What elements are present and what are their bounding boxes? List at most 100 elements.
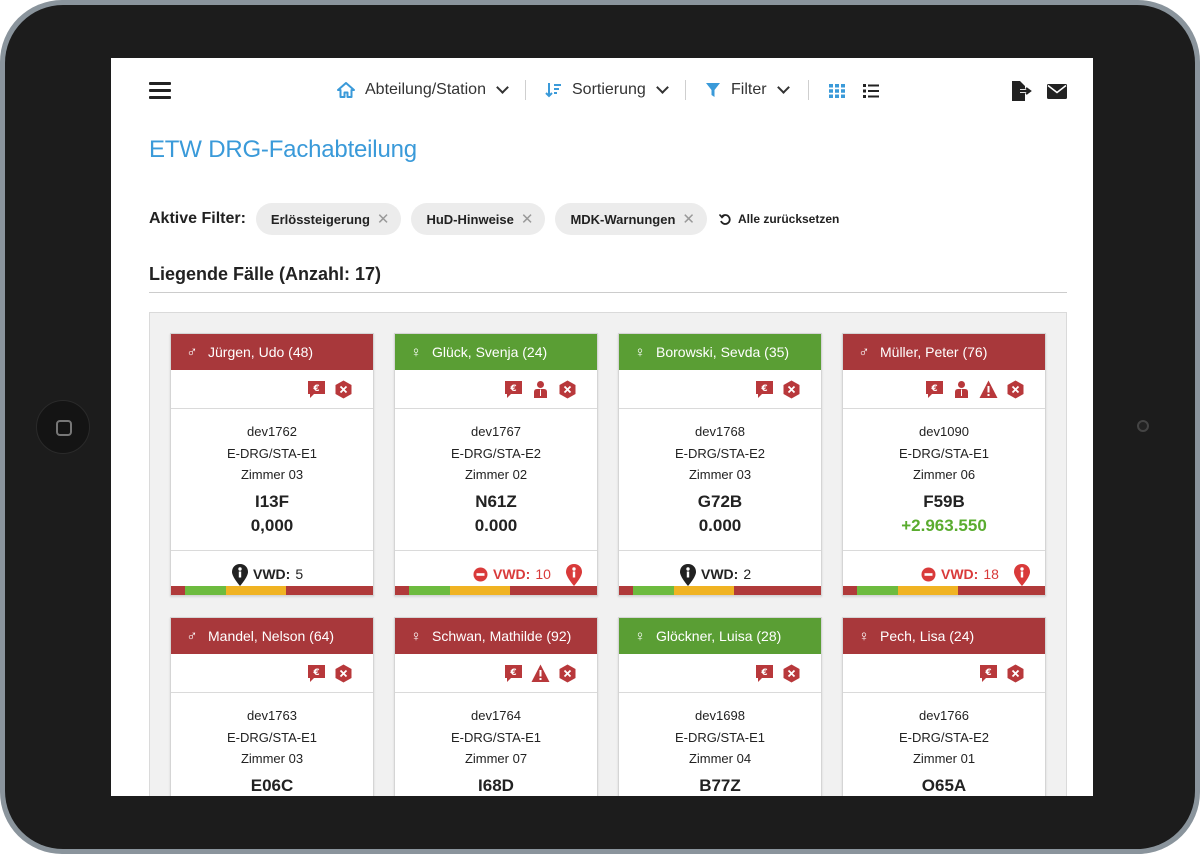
location-pin-icon [680, 564, 696, 586]
list-view-icon[interactable] [863, 84, 879, 98]
euro-comment-icon[interactable]: € [307, 664, 326, 683]
vwd-bar [171, 586, 373, 595]
case-id: dev1764 [471, 708, 521, 723]
hexagon-x-icon[interactable] [558, 664, 577, 683]
filter-chip[interactable]: MDK-Warnungen ✕ [555, 203, 707, 235]
filter-chip[interactable]: Erlössteigerung ✕ [255, 203, 402, 235]
euro-comment-icon[interactable]: € [504, 380, 523, 399]
revenue-value: +2.963.550 [901, 515, 987, 535]
case-card-icons: € [171, 654, 373, 693]
vwd-label: VWD: [253, 566, 291, 582]
euro-comment-icon[interactable]: € [979, 664, 998, 683]
sort-dropdown[interactable]: Sortierung [545, 78, 669, 102]
drg-code: G72B [697, 491, 743, 511]
euro-comment-icon[interactable]: € [925, 380, 944, 399]
divider [149, 292, 1067, 293]
hexagon-x-icon[interactable] [1006, 380, 1025, 399]
ward-label: E-DRG/STA-E2 [450, 445, 542, 461]
vwd-bar-segment [449, 586, 511, 595]
case-card[interactable]: ♀ Schwan, Mathilde (92) € dev1764 E-DRG/STA-… [394, 617, 598, 796]
filter-dropdown[interactable]: Filter [705, 78, 790, 102]
euro-comment-icon[interactable]: € [755, 664, 774, 683]
revenue-value: 0,000 [250, 515, 294, 535]
vwd-value: 2 [743, 566, 752, 582]
department-label: Abteilung/Station [365, 81, 486, 98]
patient-name: Borowski, Sevda (35) [656, 344, 790, 360]
filter-chip[interactable]: HuD-Hinweise ✕ [411, 203, 546, 235]
hexagon-x-icon[interactable] [334, 664, 353, 683]
vwd-label: VWD: [493, 566, 531, 582]
case-card-header: ♂ Jürgen, Udo (48) [171, 334, 373, 370]
case-card[interactable]: ♂ Mandel, Nelson (64) € dev1763 E-DRG/STA-E1… [170, 617, 374, 796]
svg-text:€: € [509, 668, 516, 678]
close-icon[interactable]: ✕ [376, 211, 390, 228]
room-label: Zimmer 02 [464, 467, 528, 482]
no-entry-icon [921, 567, 941, 582]
reset-filters-button[interactable]: Alle zurücksetzen [718, 212, 839, 226]
menu-icon[interactable] [149, 82, 171, 100]
person-icon[interactable] [952, 380, 971, 399]
case-card[interactable]: ♂ Jürgen, Udo (48) € dev1762 E-DRG/STA-E1 Zim… [170, 333, 374, 596]
ward-label: E-DRG/STA-E2 [898, 729, 990, 745]
warning-icon[interactable] [979, 380, 998, 399]
case-card[interactable]: ♀ Glöckner, Luisa (28) € dev1698 E-DRG/STA-E… [618, 617, 822, 796]
close-icon[interactable]: ✕ [682, 211, 695, 228]
euro-comment-icon[interactable]: € [755, 380, 774, 399]
patient-name: Glück, Svenja (24) [432, 344, 548, 360]
svg-text:€: € [312, 384, 319, 394]
hexagon-x-icon[interactable] [782, 664, 801, 683]
department-dropdown[interactable]: Abteilung/Station [337, 78, 509, 102]
close-icon[interactable]: ✕ [520, 211, 534, 228]
vwd-bar-segment [843, 586, 858, 595]
female-icon: ♀ [634, 343, 646, 361]
filter-chip-label: MDK-Warnungen [570, 211, 676, 227]
case-card[interactable]: ♀ Borowski, Sevda (35) € dev1768 E-DRG/STA-E… [618, 333, 822, 596]
female-icon: ♀ [410, 627, 422, 645]
case-card-body: dev1764 E-DRG/STA-E1 Zimmer 07 I68D [395, 693, 597, 796]
export-icon[interactable] [1010, 80, 1032, 102]
vwd-bar-segment [409, 586, 450, 595]
person-icon[interactable] [531, 380, 550, 399]
case-card-footer: VWD: 5 [171, 550, 373, 595]
case-card-icons: € [843, 370, 1045, 409]
drg-code: N61Z [475, 491, 517, 511]
hexagon-x-icon[interactable] [1006, 664, 1025, 683]
case-card[interactable]: ♂ Müller, Peter (76) € dev1090 E-DRG/STA-E1 Z… [842, 333, 1046, 596]
top-toolbar: Abteilung/Station Sortierung Filter [111, 58, 1093, 122]
svg-text:€: € [509, 384, 516, 394]
ward-label: E-DRG/STA-E1 [898, 445, 990, 461]
home-button[interactable] [36, 400, 90, 454]
patient-name: Mandel, Nelson (64) [208, 628, 335, 644]
no-entry-icon [473, 567, 493, 582]
warning-icon[interactable] [531, 664, 550, 683]
vwd-bar-segment [171, 586, 186, 595]
patient-name: Müller, Peter (76) [880, 344, 988, 360]
patient-name: Glöckner, Luisa (28) [656, 628, 782, 644]
camera [1137, 420, 1149, 432]
mail-icon[interactable] [1047, 84, 1067, 99]
case-card[interactable]: ♀ Glück, Svenja (24) € dev1767 E-DRG/STA-E2 Z… [394, 333, 598, 596]
case-card-header: ♀ Schwan, Mathilde (92) [395, 618, 597, 654]
vwd-bar-segment [958, 586, 1045, 595]
case-card-icons: € [619, 654, 821, 693]
svg-text:€: € [760, 384, 767, 394]
svg-text:€: € [930, 384, 937, 394]
case-card[interactable]: ♀ Pech, Lisa (24) € dev1766 E-DRG/STA-E2 Zimm… [842, 617, 1046, 796]
grid-view-icon[interactable] [829, 84, 845, 98]
euro-comment-icon[interactable]: € [504, 664, 523, 683]
case-card-header: ♀ Pech, Lisa (24) [843, 618, 1045, 654]
case-card-body: dev1763 E-DRG/STA-E1 Zimmer 03 E06C [171, 693, 373, 796]
hexagon-x-icon[interactable] [334, 380, 353, 399]
hexagon-x-icon[interactable] [558, 380, 577, 399]
male-icon: ♂ [858, 343, 870, 361]
patient-name: Pech, Lisa (24) [880, 628, 975, 644]
vwd-bar-segment [857, 586, 898, 595]
drg-code: E06C [250, 775, 294, 795]
filter-icon [706, 83, 720, 97]
vwd-bar [619, 586, 821, 595]
sort-label: Sortierung [572, 81, 646, 98]
euro-comment-icon[interactable]: € [307, 380, 326, 399]
chevron-down-icon [655, 81, 669, 94]
undo-icon [718, 213, 731, 225]
hexagon-x-icon[interactable] [782, 380, 801, 399]
